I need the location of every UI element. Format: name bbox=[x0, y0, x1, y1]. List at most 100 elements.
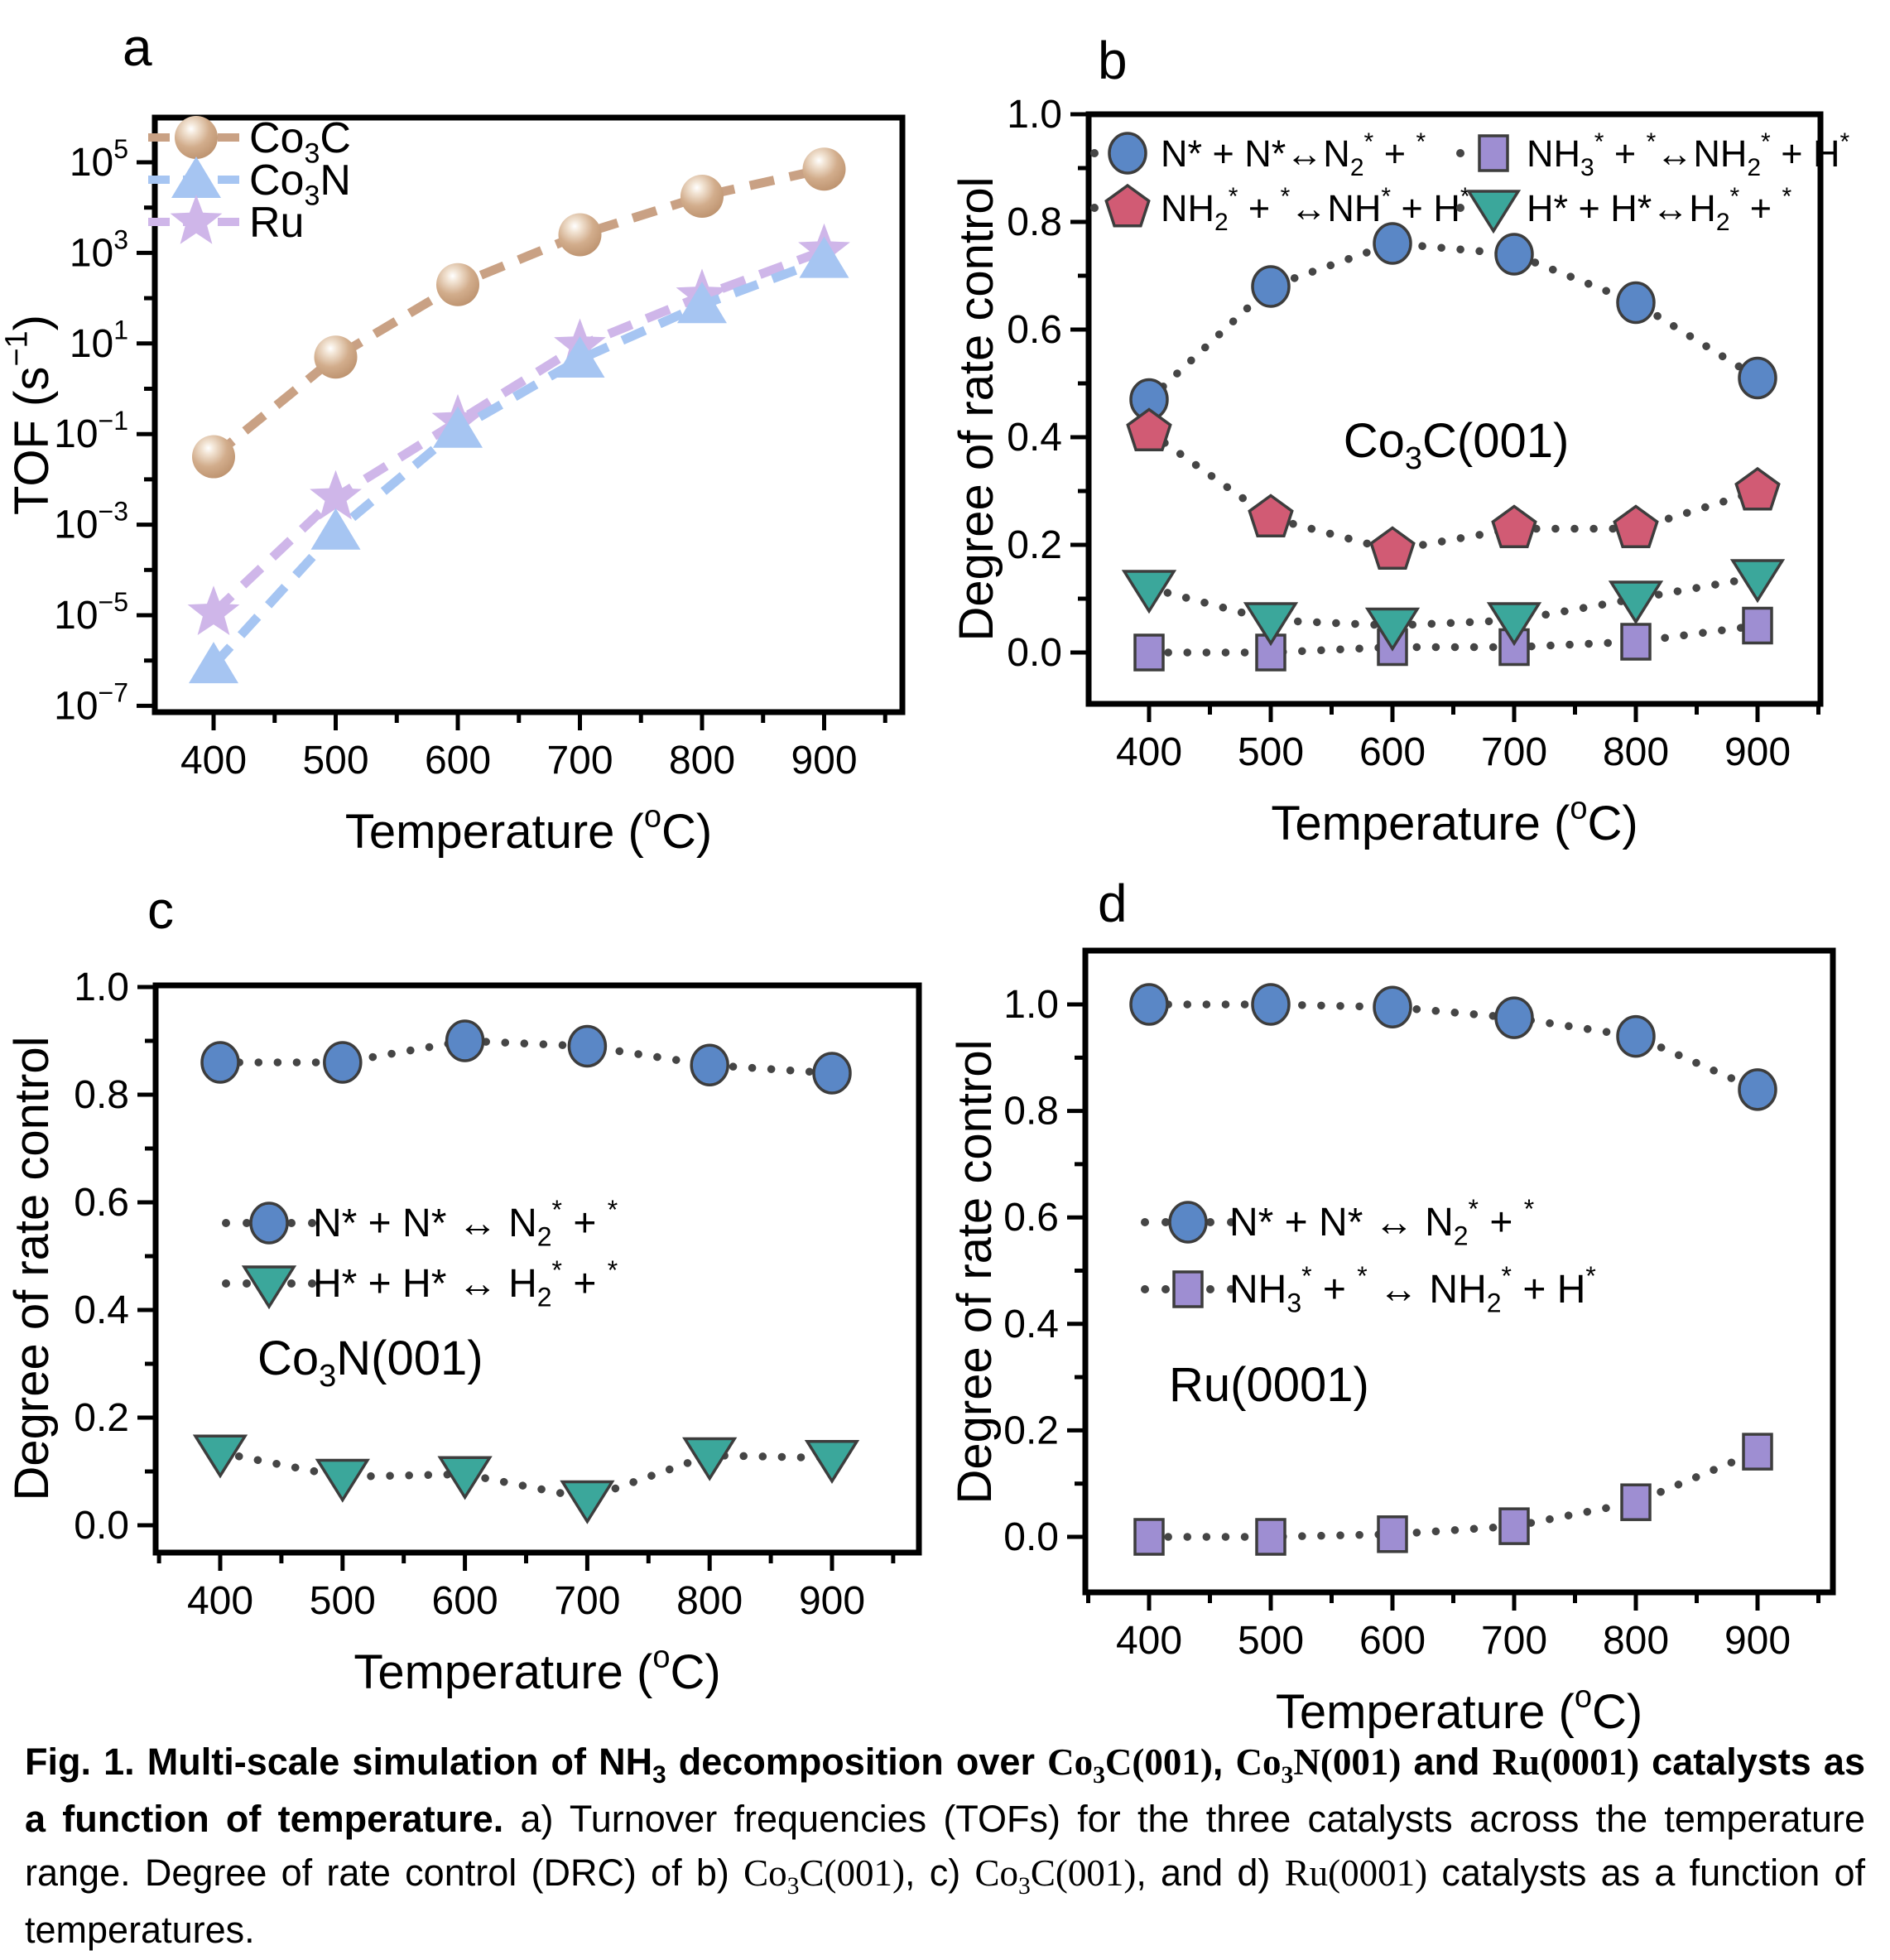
y-axis-label: Degree of rate control bbox=[5, 1037, 59, 1501]
sphere-marker bbox=[314, 335, 358, 379]
axes: 400 500 600 700 800 900 0.0 0.2 0.4 0.6 0.8 1.0 Temp… bbox=[948, 947, 1836, 1740]
y-tick-label: 101 bbox=[70, 315, 128, 366]
star-marker bbox=[310, 470, 362, 520]
star-marker bbox=[170, 195, 223, 244]
surface-annotation: Co3C(001) bbox=[1344, 414, 1570, 476]
x-axis-label: Temperature (oC) bbox=[1271, 792, 1638, 851]
legend-label: NH2* + *↔NH* + H* bbox=[1161, 183, 1470, 236]
square-marker bbox=[1742, 1433, 1773, 1471]
panel-label-d: d bbox=[1098, 874, 1128, 933]
caption-segment: Co3C(001) bbox=[1047, 1741, 1213, 1789]
pentagon-marker bbox=[1248, 494, 1294, 538]
pentagon-marker bbox=[1491, 504, 1537, 549]
legend-label: H* + H*↔H2* + * bbox=[1527, 183, 1791, 236]
x-tick-label: 900 bbox=[1724, 730, 1791, 774]
x-tick-label: 400 bbox=[1116, 730, 1182, 774]
surface-annotation: Ru(0001) bbox=[1169, 1358, 1369, 1412]
y-tick-label: 0.4 bbox=[1007, 416, 1062, 460]
y-tick-label: 0.6 bbox=[1007, 308, 1062, 352]
y-tick-label: 10−1 bbox=[54, 406, 128, 456]
y-tick-label: 0.2 bbox=[1007, 523, 1062, 567]
caption-segment: Co3N(001) bbox=[1235, 1741, 1402, 1789]
series-2 bbox=[189, 236, 849, 684]
panel-label-a: a bbox=[123, 17, 152, 77]
series-0 bbox=[200, 1019, 852, 1095]
square-marker bbox=[1498, 1507, 1530, 1545]
y-tick-label: 0.4 bbox=[74, 1288, 129, 1332]
circle-marker bbox=[690, 1043, 729, 1086]
axes: 400 500 600 700 800 900 105 103 101 10−1 10−3 10−5 1… bbox=[0, 114, 906, 859]
triangle-down-marker bbox=[682, 1437, 738, 1481]
legend: N* + N*↔N2* + * NH3* + *↔NH2* + H* NH2* + … bbox=[1090, 128, 1850, 236]
plot-frame bbox=[152, 982, 922, 1556]
star-marker bbox=[187, 585, 240, 635]
triangle-up-marker bbox=[310, 508, 361, 550]
circle-marker bbox=[1494, 233, 1534, 276]
caption-segment: , and d) bbox=[1136, 1851, 1285, 1894]
y-tick-label: 0.0 bbox=[1003, 1515, 1059, 1559]
caption-segment: , c) bbox=[905, 1851, 975, 1894]
triangle-down-marker bbox=[192, 1434, 248, 1479]
square-marker bbox=[1133, 1518, 1165, 1556]
caption-segment: , bbox=[1212, 1741, 1236, 1783]
series-line bbox=[1145, 1447, 1762, 1541]
y-tick-label: 0.8 bbox=[1007, 200, 1062, 244]
series-line bbox=[210, 164, 825, 460]
x-tick-label: 400 bbox=[187, 1579, 253, 1623]
triangle-down-marker bbox=[315, 1458, 370, 1503]
x-tick-label: 900 bbox=[799, 1579, 865, 1623]
y-axis-label: Degree of rate control bbox=[948, 1040, 1002, 1505]
x-tick-label: 400 bbox=[180, 739, 247, 783]
caption-segment: and bbox=[1401, 1741, 1493, 1783]
y-axis-label: Degree of rate control bbox=[950, 177, 1003, 642]
legend-label: Ru bbox=[249, 199, 304, 247]
square-marker bbox=[1255, 1518, 1286, 1556]
series-0 bbox=[192, 147, 846, 479]
series-1 bbox=[192, 1434, 860, 1524]
x-axis-label: Temperature (oC) bbox=[1276, 1680, 1642, 1740]
x-tick-label: 700 bbox=[1481, 730, 1547, 774]
y-tick-label: 0.2 bbox=[74, 1396, 129, 1440]
plot-frame bbox=[151, 114, 906, 715]
axes: 400 500 600 700 800 900 0.0 0.2 0.4 0.6 0.8 1.0 Temp… bbox=[950, 93, 1824, 851]
x-axis-label: Temperature (oC) bbox=[353, 1640, 720, 1700]
y-tick-label: 103 bbox=[70, 224, 128, 275]
x-tick-label: 800 bbox=[1603, 730, 1669, 774]
pentagon-marker bbox=[1734, 466, 1781, 511]
y-tick-label: 0.0 bbox=[1007, 631, 1062, 675]
x-tick-label: 800 bbox=[1603, 1619, 1669, 1663]
triangle-up-marker bbox=[677, 282, 727, 324]
y-tick-label: 10−3 bbox=[54, 497, 128, 547]
y-tick-label: 0.2 bbox=[1003, 1409, 1059, 1452]
caption-segment: a) Turnover frequencies (TOFs) for the t… bbox=[25, 1798, 1865, 1894]
pentagon-marker bbox=[1369, 526, 1416, 571]
caption-segment: catalysts as a function of temperatures. bbox=[25, 1851, 1865, 1952]
y-tick-label: 0.6 bbox=[1003, 1196, 1059, 1240]
y-tick-label: 0.0 bbox=[74, 1504, 129, 1548]
x-tick-label: 600 bbox=[1359, 730, 1426, 774]
triangle-up-marker bbox=[433, 406, 483, 448]
y-tick-label: 1.0 bbox=[74, 966, 129, 1009]
x-tick-label: 800 bbox=[669, 739, 735, 783]
series-3 bbox=[1121, 559, 1786, 652]
panel-d-chart: 400 500 600 700 800 900 0.0 0.2 0.4 0.6 0.8 1.0 Temp… bbox=[948, 947, 1836, 1740]
y-tick-label: 0.4 bbox=[1003, 1303, 1059, 1346]
triangle-down-marker bbox=[1121, 570, 1177, 614]
legend-label: Co3C bbox=[249, 114, 351, 170]
panel-c-chart: 400 500 600 700 800 900 0.0 0.2 0.4 0.6 0.8 1.0 Temp… bbox=[5, 966, 922, 1700]
legend-label: Co3N bbox=[249, 157, 351, 212]
circle-marker bbox=[1373, 222, 1412, 265]
sphere-marker bbox=[802, 147, 846, 191]
panel-label-b: b bbox=[1098, 31, 1128, 90]
surface-annotation: Co3N(001) bbox=[257, 1332, 483, 1394]
sphere-marker bbox=[175, 116, 218, 159]
y-tick-label: 1.0 bbox=[1007, 93, 1062, 137]
x-tick-label: 600 bbox=[425, 739, 491, 783]
pentagon-marker bbox=[1104, 183, 1151, 228]
square-marker bbox=[1172, 1270, 1204, 1308]
y-tick-label: 10−5 bbox=[54, 587, 128, 638]
sphere-marker bbox=[192, 435, 235, 479]
circle-marker bbox=[1738, 356, 1777, 400]
x-tick-label: 600 bbox=[1359, 1619, 1426, 1663]
circle-marker bbox=[567, 1024, 608, 1068]
